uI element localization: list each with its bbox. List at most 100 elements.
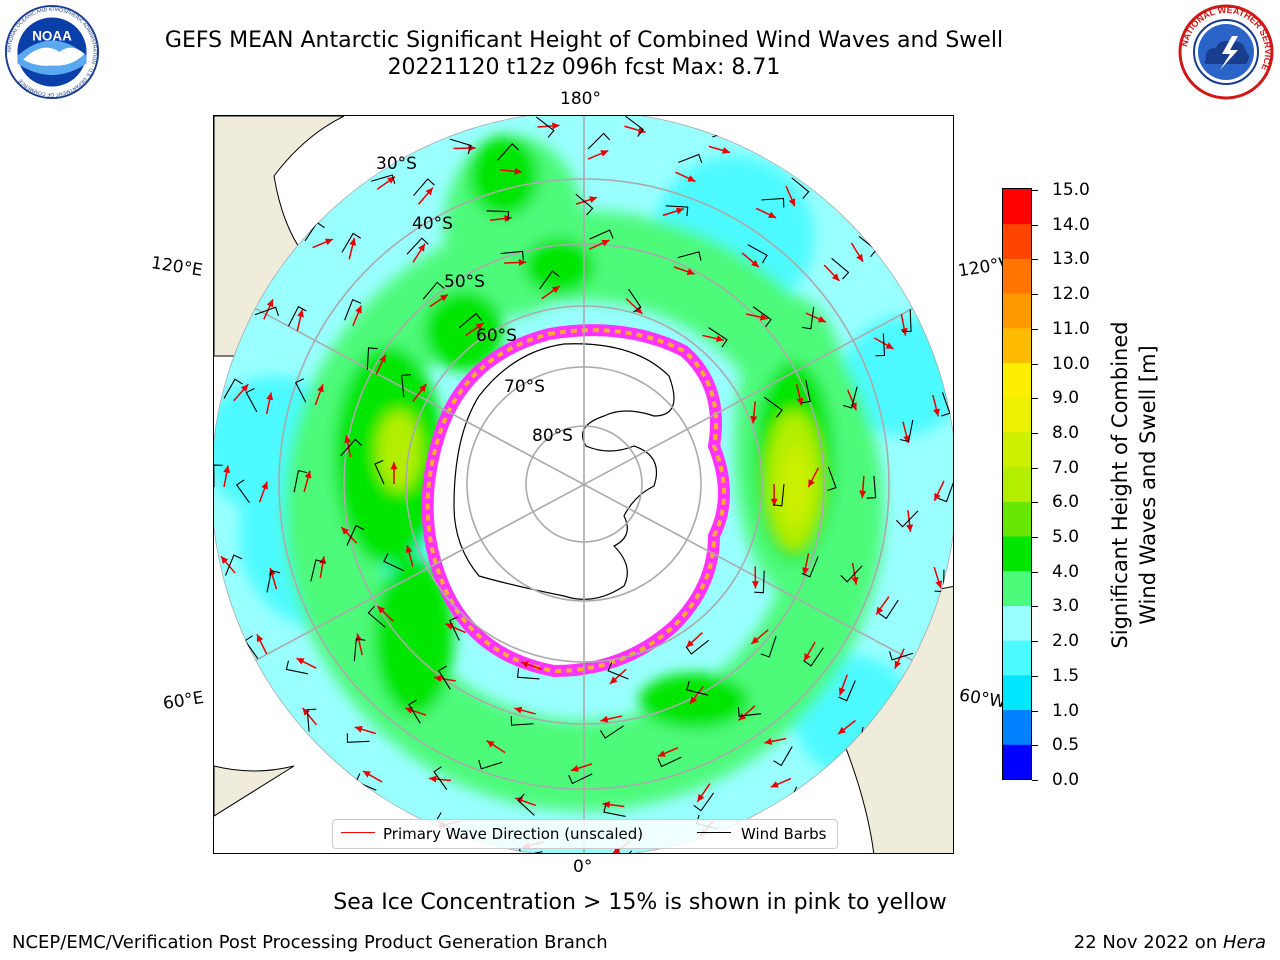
colorbar-tick-label: 0.5 xyxy=(1052,735,1080,756)
colorbar-bin xyxy=(1003,501,1031,537)
colorbar-tick-label: 3.0 xyxy=(1052,596,1080,617)
wind-barb xyxy=(285,660,309,675)
wave-arrow-head xyxy=(266,392,274,401)
wave-arrow-head xyxy=(686,639,694,648)
colorbar-tick-mark xyxy=(1032,745,1038,747)
colorbar xyxy=(1002,188,1032,780)
wave-arrow-head xyxy=(876,606,884,615)
wind-barb xyxy=(516,668,540,680)
colorbar-tick-mark xyxy=(1032,571,1038,573)
wind-barb xyxy=(287,305,307,327)
wave-arrow-head xyxy=(602,801,611,809)
colorbar-bin xyxy=(1003,223,1031,259)
wind-barb xyxy=(773,746,793,767)
lon-label-60w: 60°W xyxy=(957,685,1008,713)
wind-barb xyxy=(486,210,510,221)
wind-barb xyxy=(510,716,534,726)
wind-barb xyxy=(294,378,307,403)
colorbar-bin xyxy=(1003,674,1031,711)
wave-arrow-head xyxy=(419,384,427,392)
wind-barb xyxy=(678,153,703,164)
wave-arrow-head xyxy=(344,435,352,444)
wave-arrow-head xyxy=(751,636,760,644)
lon-label-0: 0° xyxy=(573,857,593,877)
wind-barb xyxy=(245,387,258,413)
colorbar-tick-mark xyxy=(1032,502,1038,504)
colorbar-tick-label: 8.0 xyxy=(1052,422,1080,443)
wind-barb xyxy=(346,524,365,546)
wind-barb xyxy=(875,333,886,357)
wave-arrow-head xyxy=(612,846,621,853)
wave-arrow-head xyxy=(429,775,437,783)
wind-barb xyxy=(747,244,768,264)
colorbar-bin xyxy=(1003,431,1031,468)
wave-arrow-head xyxy=(657,750,666,757)
wind-barb xyxy=(589,229,614,240)
wave-arrow-head xyxy=(349,237,357,246)
wave-arrow-head xyxy=(738,713,747,721)
wind-barb xyxy=(413,178,435,197)
wind-barb xyxy=(791,177,810,199)
wind-barb xyxy=(889,651,914,661)
wind-barb xyxy=(266,570,281,593)
wind-barb xyxy=(449,616,460,641)
colorbar-bin xyxy=(1003,397,1031,433)
wind-barb xyxy=(478,759,503,770)
wave-arrow-head xyxy=(851,576,859,585)
wave-arrow-head xyxy=(722,147,730,154)
wind-barb xyxy=(401,374,411,398)
wave-arrow-head xyxy=(304,470,312,479)
chart-title: GEFS MEAN Antarctic Significant Height o… xyxy=(164,28,1004,53)
wind-barb xyxy=(224,554,243,576)
wind-barb xyxy=(899,419,914,443)
wave-arrow-head xyxy=(856,253,863,262)
colorbar-tick-mark xyxy=(1032,328,1038,330)
wind-barb xyxy=(840,565,863,583)
wave-arrow-head xyxy=(514,706,523,714)
colorbar-tick-label: 0.0 xyxy=(1052,770,1080,790)
wind-barb xyxy=(625,116,644,137)
colorbar-tick-mark xyxy=(1032,467,1038,469)
colorbar-bin xyxy=(1003,570,1031,606)
wind-barb xyxy=(223,378,243,399)
colorbar-bin xyxy=(1003,293,1031,329)
wind-barb xyxy=(827,466,837,491)
wind-barb xyxy=(517,793,535,816)
colorbar-tick-mark xyxy=(1032,432,1038,434)
wind-barb xyxy=(866,475,877,499)
wave-arrow-head xyxy=(261,481,268,490)
wave-arrow-head xyxy=(355,305,362,314)
wave-arrow-head xyxy=(634,306,643,314)
wind-barb xyxy=(628,288,642,313)
wave-arrow-head xyxy=(689,696,698,705)
wave-arrow-head xyxy=(240,384,249,392)
footer-machine: Hera xyxy=(1222,932,1266,953)
wave-arrow-head xyxy=(297,309,304,318)
wind-barb xyxy=(383,553,405,572)
wave-arrow-head xyxy=(796,397,804,406)
colorbar-tick-label: 2.0 xyxy=(1052,631,1080,652)
footer-date-text: 22 Nov 2022 on xyxy=(1073,932,1223,953)
wave-arrow-head xyxy=(317,384,324,393)
colorbar-tick-label: 7.0 xyxy=(1052,457,1080,478)
wave-arrow-head xyxy=(302,707,310,716)
colorbar-tick-mark xyxy=(1032,537,1038,539)
wave-arrow-head xyxy=(390,462,398,470)
footer-date: 22 Nov 2022 on Hera xyxy=(1074,932,1266,953)
wind-barb xyxy=(665,205,689,217)
wind-barb xyxy=(657,756,682,768)
colorbar-tick-label: 9.0 xyxy=(1052,388,1080,409)
wind-barb xyxy=(937,480,953,503)
colorbar-tick-mark xyxy=(1032,224,1038,226)
wave-arrow-head xyxy=(831,273,840,281)
wind-barb xyxy=(254,306,279,316)
wind-barb xyxy=(737,707,762,717)
colorbar-tick-label: 1.0 xyxy=(1052,700,1080,721)
wind-barb xyxy=(575,193,594,216)
colorbar-tick-mark xyxy=(1032,606,1038,608)
wave-arrow-head xyxy=(804,653,811,662)
wave-arrow-head xyxy=(341,527,349,535)
wind-barb-legend-swatch xyxy=(697,832,731,833)
wave-direction-legend-label: Primary Wave Direction (unscaled) xyxy=(383,825,644,843)
wind-barb xyxy=(587,132,611,150)
